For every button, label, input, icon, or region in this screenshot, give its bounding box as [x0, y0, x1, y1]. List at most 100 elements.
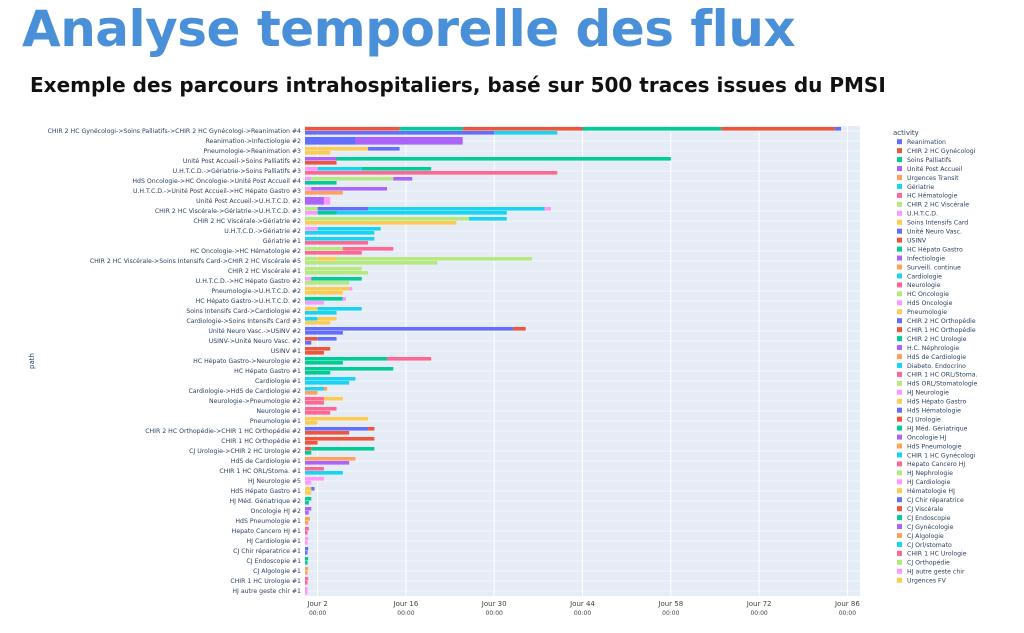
- legend-item[interactable]: Reanimation: [897, 139, 946, 146]
- timeline-bar-segment: [305, 501, 309, 505]
- legend-item[interactable]: CHIR 1 HC ORL/Stoma.: [897, 372, 978, 379]
- legend-swatch: [897, 371, 902, 377]
- legend-item[interactable]: CHIR 2 HC Viscérale: [897, 201, 969, 209]
- legend-item[interactable]: Neurologie: [897, 282, 941, 289]
- legend-swatch: [897, 425, 902, 431]
- legend-item[interactable]: Unité Neuro Vasc.: [897, 228, 962, 236]
- legend-item[interactable]: CHIR 1 HC Gynécologi: [897, 451, 976, 459]
- timeline-bar-segment: [317, 307, 362, 311]
- legend-item[interactable]: HJ Nephrologie: [897, 470, 953, 477]
- legend-swatch: [897, 470, 902, 476]
- legend-item[interactable]: HJ Méd. Gériatrique: [897, 424, 968, 432]
- legend-item[interactable]: Pneumologie: [897, 309, 947, 316]
- legend-item[interactable]: CJ Orl/stomato: [897, 542, 952, 549]
- timeline-bar-segment: [834, 127, 842, 131]
- legend-item[interactable]: Unité Post Accueil: [897, 165, 963, 173]
- legend-item[interactable]: HC Hématologie: [897, 192, 958, 200]
- legend-label: HdS Oncologie: [907, 300, 953, 307]
- legend-item[interactable]: CHIR 1 HC Orthopédie: [897, 326, 976, 334]
- legend-item[interactable]: Infectiologie: [897, 255, 945, 262]
- timeline-bar-segment: [305, 291, 343, 295]
- legend-item[interactable]: CHIR 2 HC Orthopédie: [897, 317, 976, 325]
- y-tick-label: CHIR 1 HC Orthopédie #1: [221, 437, 301, 445]
- timeline-bar-segment: [305, 197, 324, 205]
- timeline-bar-segment: [305, 471, 343, 475]
- timeline-bar-segment: [317, 211, 337, 215]
- y-tick-label: HdS Oncologie->HC Oncologie->Unité Post …: [132, 177, 301, 185]
- legend-label: Hématologie HJ: [907, 487, 955, 495]
- legend-swatch: [897, 148, 902, 154]
- legend-item[interactable]: CJ Orthopédie: [897, 559, 950, 567]
- legend-item[interactable]: HdS Oncologie: [897, 300, 953, 307]
- legend-item[interactable]: USINV: [897, 237, 927, 244]
- page-subtitle: Exemple des parcours intrahospitaliers, …: [30, 73, 886, 97]
- legend-item[interactable]: CHIR 1 HC Urologie: [897, 551, 967, 558]
- legend-item[interactable]: HJ Cardiologie: [897, 479, 951, 486]
- legend-swatch: [897, 515, 902, 521]
- timeline-bar-segment: [305, 351, 324, 355]
- legend-item[interactable]: Oncologie HJ: [897, 434, 947, 441]
- timeline-bar-segment: [305, 247, 343, 251]
- x-tick-sublabel: 00:00: [486, 610, 503, 617]
- legend-item[interactable]: Surveill. continue: [897, 264, 961, 271]
- legend-item[interactable]: CJ Chir réparatrice: [897, 496, 964, 504]
- legend-label: CJ Urologie: [907, 416, 941, 423]
- legend-item[interactable]: HC Oncologie: [897, 291, 949, 298]
- legend-item[interactable]: HdS Hépato Gastro: [897, 398, 966, 406]
- timeline-bar-segment: [305, 397, 324, 401]
- legend-label: Unité Post Accueil: [907, 165, 963, 173]
- legend-item[interactable]: Hématologie HJ: [897, 487, 955, 495]
- legend-swatch: [897, 246, 902, 252]
- legend-swatch: [897, 264, 902, 270]
- timeline-bar-segment: [305, 577, 309, 581]
- legend-item[interactable]: CJ Viscérale: [897, 505, 943, 513]
- legend-label: HJ Cardiologie: [907, 479, 951, 486]
- timeline-bar-segment: [305, 151, 331, 155]
- legend-item[interactable]: HC Hépato Gastro: [897, 245, 963, 253]
- timeline-bar-segment: [317, 257, 337, 261]
- timeline-bar-segment: [305, 177, 312, 181]
- timeline-bar-segment: [305, 347, 331, 351]
- legend-swatch: [897, 568, 902, 574]
- legend-item[interactable]: CHIR 2 HC Urologie: [897, 336, 967, 343]
- legend-item[interactable]: CHIR 2 HC Gynécologi: [897, 147, 976, 155]
- legend-item[interactable]: HJ autre geste chir: [897, 569, 965, 576]
- legend-item[interactable]: CJ Endoscopie: [897, 515, 951, 522]
- timeline-bar-segment: [305, 327, 514, 331]
- y-tick-label: Unité Neuro Vasc.->USINV #2: [208, 327, 301, 335]
- legend-item[interactable]: CJ Urologie: [897, 416, 941, 423]
- timeline-bar-segment: [462, 127, 583, 131]
- legend-item[interactable]: U.H.T.C.D.: [897, 211, 938, 218]
- legend-item[interactable]: HdS ORL/Stomatologie: [897, 381, 977, 388]
- timeline-bar-segment: [305, 371, 331, 375]
- legend-swatch: [897, 443, 902, 449]
- legend-item[interactable]: Cardiologie: [897, 273, 942, 280]
- legend-item[interactable]: Soins Palliatifs: [897, 157, 951, 164]
- legend-item[interactable]: CJ Algologie: [897, 533, 944, 540]
- legend-item[interactable]: Gériatrie: [897, 183, 934, 191]
- timeline-bar-segment: [305, 481, 312, 485]
- legend-item[interactable]: Hepato Cancero HJ: [897, 461, 965, 468]
- legend-item[interactable]: Urgences Transit: [897, 175, 959, 182]
- legend-label: HJ Nephrologie: [907, 470, 953, 477]
- y-tick-label: Unité Post Accueil->U.H.T.C.D. #2: [196, 197, 301, 205]
- legend-swatch: [897, 550, 902, 556]
- legend-item[interactable]: HdS Pneumologie: [897, 443, 962, 450]
- legend-item[interactable]: HJ Neurologie: [897, 390, 949, 397]
- legend-item[interactable]: H.C. Néphrologie: [897, 344, 959, 352]
- legend-swatch: [897, 577, 902, 583]
- timeline-bar-segment: [361, 167, 432, 171]
- timeline-bar-segment: [305, 311, 337, 315]
- legend-item[interactable]: CJ Gynécologie: [897, 523, 954, 531]
- legend-item[interactable]: HdS de Cardiologie: [897, 354, 966, 361]
- timeline-bar-segment: [368, 207, 545, 211]
- legend-item[interactable]: HdS Hématologie: [897, 407, 961, 415]
- y-tick-label: CJ Endoscopie #1: [246, 558, 301, 565]
- legend-swatch: [897, 192, 902, 198]
- legend-item[interactable]: Urgences FV: [897, 578, 947, 585]
- timeline-bar-segment: [305, 551, 308, 555]
- x-tick-sublabel: 00:00: [397, 610, 414, 617]
- legend-item[interactable]: Diabeto. Endocrino: [897, 363, 966, 370]
- legend-label: CHIR 1 HC Orthopédie: [907, 326, 976, 334]
- legend-item[interactable]: Soins Intensifs Card: [897, 220, 968, 227]
